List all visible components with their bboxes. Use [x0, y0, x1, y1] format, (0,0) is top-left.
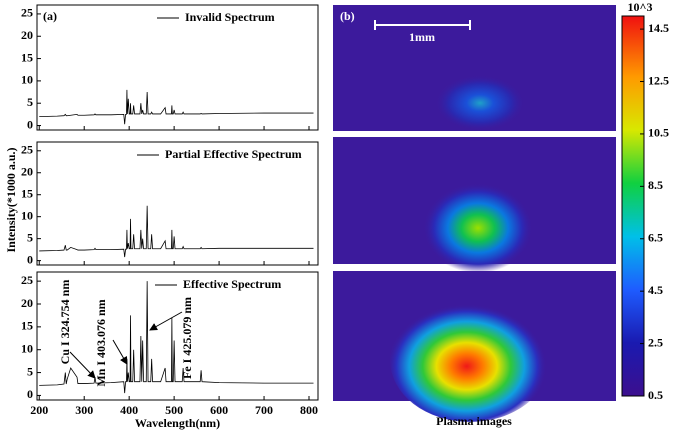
y-tick-label: 10 — [21, 341, 33, 355]
colorbar-tick-label: 8.5 — [648, 178, 663, 192]
annotation: Mn I 403.076 nm — [94, 299, 108, 386]
x-axis-label: Plasma images — [436, 414, 512, 428]
legend-label: Effective Spectrum — [183, 277, 281, 291]
y-tick-label: 0 — [27, 387, 33, 401]
y-tick-label: 10 — [21, 73, 33, 87]
spectrum-line — [39, 89, 314, 125]
y-tick-label: 20 — [21, 165, 33, 179]
x-tick-label: 700 — [255, 403, 273, 417]
colorbar-title: 10^3 — [628, 0, 653, 14]
colorbar-tick-label: 12.5 — [648, 73, 669, 87]
x-axis-label: Wavelength(nm) — [135, 416, 220, 430]
plasma-glow — [435, 75, 525, 131]
colorbar-tick-label: 0.5 — [648, 388, 663, 402]
x-tick-label: 500 — [165, 403, 183, 417]
spectrum-line — [39, 281, 314, 394]
x-tick-label: 800 — [300, 403, 318, 417]
y-tick-label: 5 — [27, 95, 33, 109]
y-tick-label: 0 — [27, 252, 33, 266]
legend-label: Invalid Spectrum — [185, 10, 275, 24]
colorbar-tick-label: 10.5 — [648, 126, 669, 140]
y-axis-label: Intensity(*1000 a.u.) — [4, 147, 18, 252]
x-tick-label: 300 — [75, 403, 93, 417]
y-tick-label: 20 — [21, 28, 33, 42]
y-tick-label: 15 — [21, 186, 33, 200]
panel-label: (a) — [43, 9, 57, 23]
y-tick-label: 25 — [21, 6, 33, 20]
x-tick-label: 600 — [210, 403, 228, 417]
y-tick-label: 5 — [27, 230, 33, 244]
plasma-images — [333, 5, 645, 422]
colorbar-tick-label: 4.5 — [648, 283, 663, 297]
panel-label: (b) — [340, 9, 355, 23]
plasma-glow — [390, 298, 550, 422]
y-tick-label: 15 — [21, 50, 33, 64]
colorbar-tick-label: 2.5 — [648, 335, 663, 349]
annotation: Fe I 425.079 nm — [180, 297, 194, 379]
annotation-arrow — [112, 339, 128, 365]
y-tick-label: 5 — [27, 364, 33, 378]
annotation-arrow — [69, 351, 96, 379]
x-tick-label: 200 — [30, 403, 48, 417]
axes-frame — [36, 271, 319, 401]
y-tick-label: 25 — [21, 143, 33, 157]
spectrum-line — [39, 205, 314, 258]
scale-bar-label: 1mm — [409, 30, 435, 44]
y-tick-label: 25 — [21, 273, 33, 287]
colorbar-tick-label: 14.5 — [648, 21, 669, 35]
plasma-glow — [423, 183, 533, 273]
legend-label: Partial Effective Spectrum — [165, 147, 302, 161]
annotation-arrow — [149, 311, 183, 331]
x-tick-label: 400 — [120, 403, 138, 417]
annotation: Cu I 324.754 nm — [58, 280, 72, 365]
colorbar — [621, 15, 645, 397]
axes-frame — [36, 141, 319, 266]
y-tick-label: 15 — [21, 319, 33, 333]
axes-frame — [36, 4, 319, 131]
y-tick-label: 20 — [21, 296, 33, 310]
y-tick-label: 0 — [27, 117, 33, 131]
y-tick-label: 10 — [21, 208, 33, 222]
colorbar-tick-label: 6.5 — [648, 231, 663, 245]
